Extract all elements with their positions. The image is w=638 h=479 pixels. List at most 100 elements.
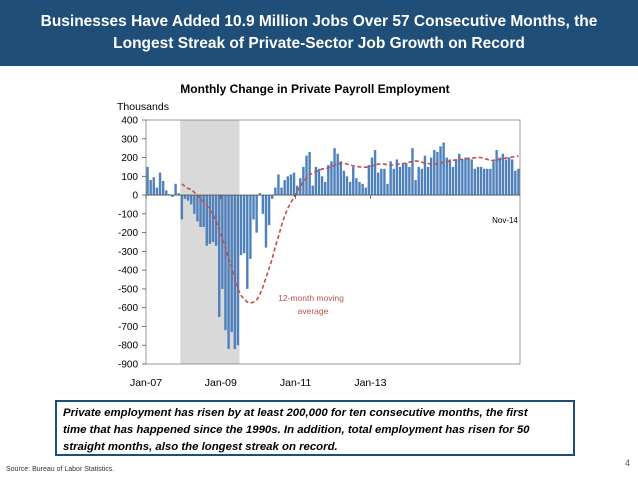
bar-33 — [249, 195, 252, 259]
bar-71 — [367, 165, 371, 196]
bar-62 — [339, 161, 342, 196]
bar-78 — [389, 161, 392, 196]
bar-39 — [267, 195, 271, 226]
bar-86 — [414, 180, 417, 196]
bar-29 — [236, 195, 240, 346]
y-tick-label--600: -600 — [118, 303, 138, 314]
bar-114 — [501, 153, 505, 196]
bar-21 — [211, 195, 215, 242]
callout-line-3: straight months, also the longest streak… — [63, 441, 338, 453]
bar-108 — [482, 168, 486, 196]
bar-61 — [336, 153, 339, 196]
source-note: Source: Bureau of Labor Statistics. — [6, 466, 115, 473]
bar-77 — [386, 183, 389, 196]
bar-45 — [286, 176, 290, 196]
bar-52 — [308, 151, 311, 196]
chart-title: Monthly Change in Private Payroll Employ… — [180, 82, 449, 96]
y-tick-label--200: -200 — [118, 228, 138, 239]
bar-87 — [417, 166, 420, 196]
bar-16 — [196, 195, 199, 222]
y-tick-label-200: 200 — [121, 153, 138, 164]
bar-5 — [161, 181, 165, 196]
bar-51 — [305, 155, 308, 196]
bar-119 — [517, 168, 520, 196]
y-tick-label--900: -900 — [118, 360, 138, 371]
bar-23 — [218, 195, 221, 318]
bar-85 — [411, 148, 414, 196]
bar-9 — [174, 183, 177, 196]
bar-49 — [299, 178, 302, 196]
bar-89 — [423, 155, 427, 196]
bar-43 — [280, 187, 283, 196]
bar-19 — [205, 195, 208, 246]
bar-115 — [504, 159, 508, 196]
bar-63 — [342, 170, 346, 196]
bar-28 — [233, 195, 237, 349]
bar-84 — [408, 166, 411, 196]
bar-18 — [202, 195, 205, 227]
bar-25 — [224, 195, 227, 331]
bar-32 — [246, 195, 249, 289]
bar-75 — [380, 168, 383, 196]
bar-14 — [189, 195, 193, 205]
bar-101 — [461, 159, 464, 196]
bar-67 — [355, 178, 358, 196]
bar-56 — [320, 176, 324, 196]
bar-80 — [395, 159, 399, 196]
bar-50 — [302, 166, 305, 196]
bar-7 — [168, 194, 171, 196]
bar-31 — [242, 195, 246, 254]
bar-88 — [420, 168, 424, 196]
bar-30 — [239, 195, 243, 256]
bar-118 — [514, 170, 517, 196]
bar-57 — [324, 181, 327, 196]
y-tick-label--500: -500 — [118, 284, 138, 295]
x-tick-label-Jan-13: Jan-13 — [354, 377, 386, 389]
bar-92 — [433, 150, 436, 196]
y-tick-label-0: 0 — [132, 191, 138, 202]
bar-46 — [289, 174, 293, 196]
bar-102 — [464, 157, 467, 196]
bar-81 — [398, 166, 402, 196]
bar-1 — [149, 180, 152, 196]
bar-15 — [193, 195, 196, 214]
y-axis-unit-label: Thousands — [117, 101, 169, 113]
bar-42 — [277, 174, 280, 196]
title-line-1: Businesses Have Added 10.9 Million Jobs … — [40, 13, 598, 30]
bar-41 — [274, 187, 277, 196]
bar-17 — [199, 195, 202, 227]
callout-line-2: time that has happened since the 1990s. … — [63, 424, 530, 436]
bar-26 — [227, 195, 230, 349]
payroll-chart: Monthly Change in Private Payroll Employ… — [117, 82, 521, 389]
bar-54 — [314, 166, 318, 196]
bar-116 — [507, 157, 511, 196]
bar-100 — [458, 153, 461, 196]
bar-79 — [392, 168, 395, 196]
bar-20 — [208, 195, 212, 244]
bar-83 — [405, 163, 408, 196]
bar-64 — [345, 176, 349, 196]
bar-109 — [486, 168, 489, 196]
bar-82 — [401, 163, 405, 196]
y-tick-label--300: -300 — [118, 247, 138, 258]
bar-113 — [498, 157, 501, 196]
bar-58 — [327, 165, 330, 196]
bar-97 — [448, 159, 452, 196]
bar-12 — [183, 195, 187, 199]
bar-4 — [158, 172, 162, 196]
bar-96 — [445, 157, 448, 196]
bar-73 — [373, 150, 377, 196]
bar-36 — [258, 193, 261, 196]
bar-6 — [165, 190, 168, 196]
bar-38 — [264, 195, 268, 248]
page-number: 4 — [624, 458, 630, 468]
bar-13 — [186, 195, 190, 201]
summary-callout: Private employment has risen by at least… — [55, 400, 575, 456]
moving-average-label-line-2: average — [298, 306, 329, 316]
y-tick-label--700: -700 — [118, 322, 138, 333]
bar-94 — [439, 146, 442, 196]
bar-44 — [283, 180, 286, 196]
bar-10 — [177, 193, 180, 196]
bar-34 — [252, 195, 255, 220]
bar-98 — [451, 166, 455, 196]
